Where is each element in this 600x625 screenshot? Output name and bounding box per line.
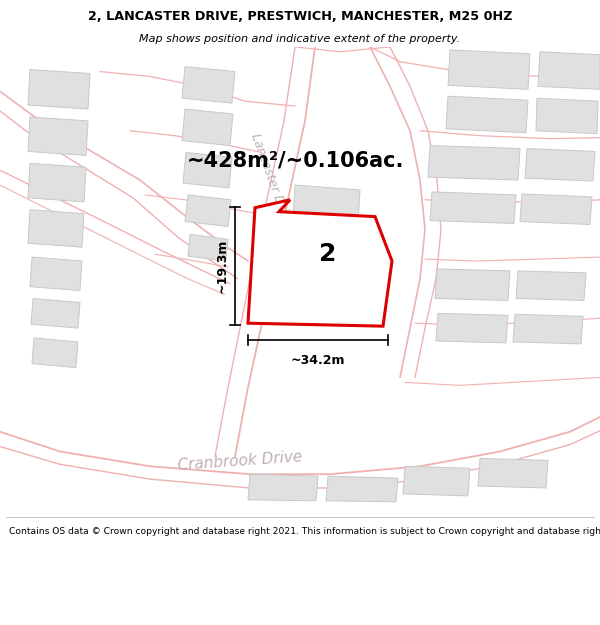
Polygon shape [538, 52, 600, 89]
Text: ~34.2m: ~34.2m [291, 354, 345, 367]
Polygon shape [182, 67, 235, 103]
Text: 2: 2 [319, 242, 336, 266]
Text: ~428m²/~0.106ac.: ~428m²/~0.106ac. [187, 151, 404, 171]
Polygon shape [436, 313, 508, 343]
Polygon shape [430, 192, 516, 224]
Polygon shape [293, 234, 358, 269]
Polygon shape [516, 271, 586, 301]
Polygon shape [403, 466, 470, 496]
Polygon shape [446, 96, 528, 132]
Polygon shape [188, 234, 228, 261]
Polygon shape [182, 109, 233, 146]
Polygon shape [30, 257, 82, 291]
Polygon shape [183, 152, 232, 188]
Polygon shape [28, 163, 86, 202]
Polygon shape [520, 194, 592, 224]
Polygon shape [28, 117, 88, 156]
Polygon shape [28, 69, 90, 109]
Polygon shape [31, 299, 80, 328]
Text: Contains OS data © Crown copyright and database right 2021. This information is : Contains OS data © Crown copyright and d… [9, 526, 600, 536]
Polygon shape [478, 458, 548, 488]
Polygon shape [28, 210, 84, 248]
Polygon shape [248, 474, 318, 501]
Text: Lancaster Drive: Lancaster Drive [248, 131, 294, 229]
Polygon shape [326, 476, 398, 502]
Polygon shape [435, 269, 510, 301]
Text: Cranbrook Drive: Cranbrook Drive [177, 449, 303, 473]
Polygon shape [185, 195, 231, 226]
Polygon shape [448, 50, 530, 89]
Polygon shape [525, 149, 595, 181]
Text: 2, LANCASTER DRIVE, PRESTWICH, MANCHESTER, M25 0HZ: 2, LANCASTER DRIVE, PRESTWICH, MANCHESTE… [88, 10, 512, 23]
Polygon shape [513, 314, 583, 344]
Polygon shape [248, 200, 392, 326]
Text: ~19.3m: ~19.3m [216, 239, 229, 293]
Text: Map shows position and indicative extent of the property.: Map shows position and indicative extent… [139, 34, 461, 44]
Polygon shape [293, 185, 360, 224]
Polygon shape [536, 98, 598, 134]
Polygon shape [32, 338, 78, 367]
Polygon shape [428, 146, 520, 180]
